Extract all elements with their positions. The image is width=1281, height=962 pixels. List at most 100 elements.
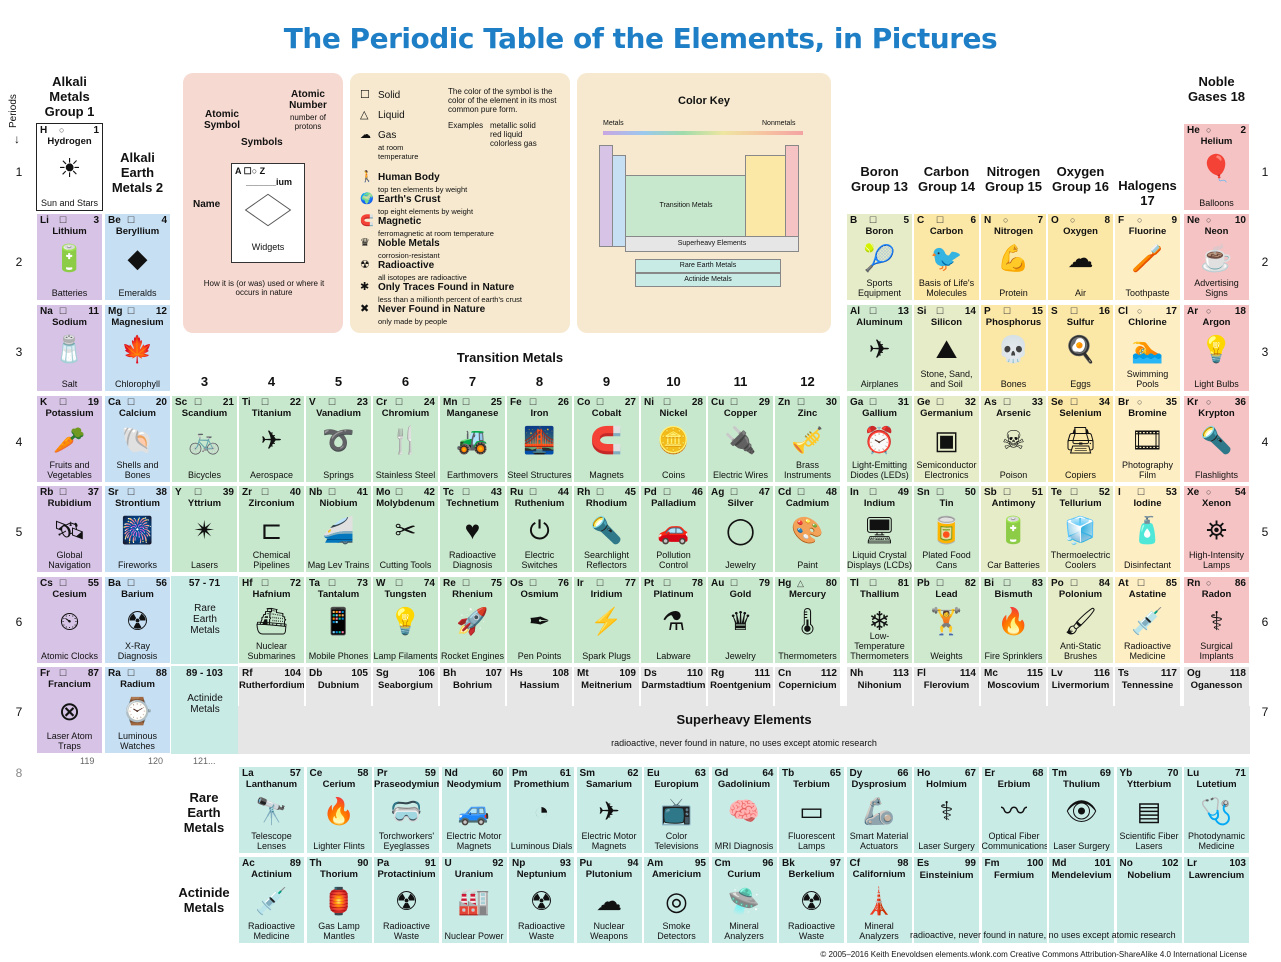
element-al[interactable]: Al 13 ☐ Aluminum ✈ Airplanes — [846, 304, 913, 392]
element-cd[interactable]: Cd 48 ☐ Cadmium 🎨 Paint — [774, 485, 841, 573]
element-b[interactable]: B 5 ☐ Boron 🎾 Sports Equipment — [846, 213, 913, 301]
element-f[interactable]: F 9 ○ Fluorine 🪥 Toothpaste — [1114, 213, 1181, 301]
element-xe[interactable]: Xe 54 ○ Xenon ⛯ High-Intensity Lamps — [1183, 485, 1250, 573]
element-ne[interactable]: Ne 10 ○ Neon ☕ Advertising Signs — [1183, 213, 1250, 301]
element-be[interactable]: Be 4 ☐ Beryllium ◆ Emeralds — [104, 213, 171, 301]
actinide-pa[interactable]: Pa 91 Protactinium ☢ Radioactive Waste — [373, 856, 440, 944]
element-fr[interactable]: Fr 87 ☐ Francium ⊗ Laser Atom Traps — [36, 666, 103, 754]
element-os[interactable]: Os 76 ☐ Osmium ✒ Pen Points — [506, 576, 573, 664]
element-i[interactable]: I 53 ☐ Iodine 🧴 Disinfectant — [1114, 485, 1181, 573]
element-pt[interactable]: Pt 78 ☐ Platinum ⚗ Labware — [640, 576, 707, 664]
element-rb[interactable]: Rb 37 ☐ Rubidium 🛰 Global Navigation — [36, 485, 103, 573]
rare-earth-er[interactable]: Er 68 Erbium 〰 Optical Fiber Communications — [980, 766, 1048, 854]
element-sr[interactable]: Sr 38 ☐ Strontium 🎆 Fireworks — [104, 485, 171, 573]
element-cr[interactable]: Cr 24 ☐ Chromium 🍴 Stainless Steel — [372, 395, 439, 483]
element-ag[interactable]: Ag 47 ☐ Silver ◯ Jewelry — [707, 485, 774, 573]
element-fe[interactable]: Fe 26 ☐ Iron 🌉 Steel Structures — [506, 395, 573, 483]
element-ti[interactable]: Ti 22 ☐ Titanium ✈ Aerospace — [238, 395, 305, 483]
element-ru[interactable]: Ru 44 ☐ Ruthenium ⏻ Electric Switches — [506, 485, 573, 573]
element-hg[interactable]: Hg 80 △ Mercury 🌡 Thermometers — [774, 576, 841, 664]
element-mg[interactable]: Mg 12 ☐ Magnesium 🍁 Chlorophyll — [104, 304, 171, 392]
element-ga[interactable]: Ga 31 ☐ Gallium ⏰ Light-Emitting Diodes (LEDs… — [846, 395, 913, 483]
element-h[interactable]: H 1 ○ Hydrogen ☀ Sun and Stars — [36, 123, 103, 211]
rare-earth-pm[interactable]: Pm 61 Promethium ◔ Luminous Dials — [508, 766, 575, 854]
element-sb[interactable]: Sb 51 ☐ Antimony 🔋 Car Batteries — [980, 485, 1047, 573]
actinide-ac[interactable]: Ac 89 Actinium 💉 Radioactive Medicine — [238, 856, 305, 944]
element-c[interactable]: C 6 ☐ Carbon 🐦 Basis of Life's Molecules — [913, 213, 980, 301]
actinide-u[interactable]: U 92 Uranium 🏭 Nuclear Power — [440, 856, 508, 944]
actinide-es[interactable]: Es 99 Einsteinium — [913, 856, 980, 944]
element-cs[interactable]: Cs 55 ☐ Cesium ⏲ Atomic Clocks — [36, 576, 103, 664]
actinide-np[interactable]: Np 93 Neptunium ☢ Radioactive Waste — [508, 856, 575, 944]
actinide-no[interactable]: No 102 Nobelium — [1115, 856, 1183, 944]
element-cu[interactable]: Cu 29 ☐ Copper 🔌 Electric Wires — [707, 395, 774, 483]
actinide-th[interactable]: Th 90 Thorium 🏮 Gas Lamp Mantles — [305, 856, 373, 944]
rare-earth-ce[interactable]: Ce 58 Cerium 🔥 Lighter Flints — [305, 766, 373, 854]
element-nb[interactable]: Nb 41 ☐ Niobium 🚄 Mag Lev Trains — [305, 485, 372, 573]
rare-earth-nd[interactable]: Nd 60 Neodymium 🚙 Electric Motor Magnets — [440, 766, 508, 854]
actinide-am[interactable]: Am 95 Americium ◎ Smoke Detectors — [643, 856, 710, 944]
element-as[interactable]: As 33 ☐ Arsenic ☠ Poison — [980, 395, 1047, 483]
rare-earth-sm[interactable]: Sm 62 Samarium ✈ Electric Motor Magnets — [575, 766, 643, 854]
element-w[interactable]: W 74 ☐ Tungsten 💡 Lamp Filaments — [372, 576, 439, 664]
element-y[interactable]: Y 39 ☐ Yttrium ✴ Lasers — [171, 485, 238, 573]
element-at[interactable]: At 85 ☐ Astatine 💉 Radioactive Medicine — [1114, 576, 1181, 664]
element-n[interactable]: N 7 ○ Nitrogen 💪 Protein — [980, 213, 1047, 301]
element-po[interactable]: Po 84 ☐ Polonium 🖌 Anti-Static Brushes — [1047, 576, 1114, 664]
element-in[interactable]: In 49 ☐ Indium 🖥 Liquid Crystal Displays (LCD… — [846, 485, 913, 573]
rare-earth-pr[interactable]: Pr 59 Praseodymium 🥽 Torchworkers' Eyeglasse… — [373, 766, 440, 854]
element-bi[interactable]: Bi 83 ☐ Bismuth 🔥 Fire Sprinklers — [980, 576, 1047, 664]
element-ge[interactable]: Ge 32 ☐ Germanium ▣ Semiconductor Electronics — [913, 395, 980, 483]
element-zr[interactable]: Zr 40 ☐ Zirconium ⊏ Chemical Pipelines — [238, 485, 305, 573]
element-na[interactable]: Na 11 ☐ Sodium 🧂 Salt — [36, 304, 103, 392]
element-si[interactable]: Si 14 ☐ Silicon ⛰ Stone, Sand, and Soil — [913, 304, 980, 392]
actinide-md[interactable]: Md 101 Mendelevium — [1048, 856, 1115, 944]
element-he[interactable]: He 2 ○ Helium 🎈 Balloons — [1183, 123, 1250, 211]
rare-earth-eu[interactable]: Eu 63 Europium 📺 Color Televisions — [643, 766, 710, 854]
element-mn[interactable]: Mn 25 ☐ Manganese 🚜 Earthmovers — [439, 395, 506, 483]
element-re[interactable]: Re 75 ☐ Rhenium 🚀 Rocket Engines — [439, 576, 506, 664]
element-s[interactable]: S 16 ☐ Sulfur 🍳 Eggs — [1047, 304, 1114, 392]
actinide-pu[interactable]: Pu 94 Plutonium ☁ Nuclear Weapons — [575, 856, 643, 944]
element-o[interactable]: O 8 ○ Oxygen ☁ Air — [1047, 213, 1114, 301]
element-te[interactable]: Te 52 ☐ Tellurium 🧊 Thermoelectric Coolers — [1047, 485, 1114, 573]
rare-earth-ho[interactable]: Ho 67 Holmium ⚕ Laser Surgery — [913, 766, 980, 854]
rare-earth-tm[interactable]: Tm 69 Thulium 👁 Laser Surgery — [1048, 766, 1115, 854]
actinide-lr[interactable]: Lr 103 Lawrencium — [1183, 856, 1250, 944]
element-k[interactable]: K 19 ☐ Potassium 🥕 Fruits and Vegetables — [36, 395, 103, 483]
element-mo[interactable]: Mo 42 ☐ Molybdenum ✂ Cutting Tools — [372, 485, 439, 573]
element-li[interactable]: Li 3 ☐ Lithium 🔋 Batteries — [36, 213, 103, 301]
element-ar[interactable]: Ar 18 ○ Argon 💡 Light Bulbs — [1183, 304, 1250, 392]
element-v[interactable]: V 23 ☐ Vanadium ➰ Springs — [305, 395, 372, 483]
element-zn[interactable]: Zn 30 ☐ Zinc 🎺 Brass Instruments — [774, 395, 841, 483]
element-br[interactable]: Br 35 ○ Bromine 🎞 Photography Film — [1114, 395, 1181, 483]
element-rh[interactable]: Rh 45 ☐ Rhodium 🔦 Searchlight Reflectors — [573, 485, 640, 573]
element-kr[interactable]: Kr 36 ○ Krypton 🔦 Flashlights — [1183, 395, 1250, 483]
element-ba[interactable]: Ba 56 ☐ Barium ☢ X-Ray Diagnosis — [104, 576, 171, 664]
actinide-bk[interactable]: Bk 97 Berkelium ☢ Radioactive Waste — [778, 856, 845, 944]
rare-earth-gd[interactable]: Gd 64 Gadolinium 🧠 MRI Diagnosis — [710, 766, 778, 854]
rare-earth-yb[interactable]: Yb 70 Ytterbium ▤ Scientific Fiber Lasers — [1115, 766, 1183, 854]
element-se[interactable]: Se 34 ☐ Selenium 🖨 Copiers — [1047, 395, 1114, 483]
element-tc[interactable]: Tc 43 ☐ Technetium ♥ Radioactive Diagnosis — [439, 485, 506, 573]
rare-earth-la[interactable]: La 57 Lanthanum 🔭 Telescope Lenses — [238, 766, 305, 854]
element-sn[interactable]: Sn 50 ☐ Tin 🥫 Plated Food Cans — [913, 485, 980, 573]
element-co[interactable]: Co 27 ☐ Cobalt 🧲 Magnets — [573, 395, 640, 483]
element-ra[interactable]: Ra 88 ☐ Radium ⌚ Luminous Watches — [104, 666, 171, 754]
rare-earth-dy[interactable]: Dy 66 Dysprosium 🦾 Smart Material Actuators — [845, 766, 913, 854]
rare-earth-tb[interactable]: Tb 65 Terbium ▭ Fluorescent Lamps — [778, 766, 845, 854]
element-ni[interactable]: Ni 28 ☐ Nickel 🪙 Coins — [640, 395, 707, 483]
element-cl[interactable]: Cl 17 ○ Chlorine 🏊 Swimming Pools — [1114, 304, 1181, 392]
actinide-cm[interactable]: Cm 96 Curium 🛸 Mineral Analyzers — [710, 856, 778, 944]
element-rn[interactable]: Rn 86 ○ Radon ⚕ Surgical Implants — [1183, 576, 1250, 664]
element-tl[interactable]: Tl 81 ☐ Thallium ❄ Low-Temperature Thermomete… — [846, 576, 913, 664]
element-pd[interactable]: Pd 46 ☐ Palladium 🚗 Pollution Control — [640, 485, 707, 573]
element-ca[interactable]: Ca 20 ☐ Calcium 🐚 Shells and Bones — [104, 395, 171, 483]
rare-earth-lu[interactable]: Lu 71 Lutetium 🩺 Photodynamic Medicine — [1183, 766, 1250, 854]
actinide-fm[interactable]: Fm 100 Fermium — [980, 856, 1048, 944]
element-sc[interactable]: Sc 21 ☐ Scandium 🚲 Bicycles — [171, 395, 238, 483]
actinide-cf[interactable]: Cf 98 Californium 🗼 Mineral Analyzers — [845, 856, 913, 944]
element-au[interactable]: Au 79 ☐ Gold ♛ Jewelry — [707, 576, 774, 664]
element-ir[interactable]: Ir 77 ☐ Iridium ⚡ Spark Plugs — [573, 576, 640, 664]
element-ta[interactable]: Ta 73 ☐ Tantalum 📱 Mobile Phones — [305, 576, 372, 664]
